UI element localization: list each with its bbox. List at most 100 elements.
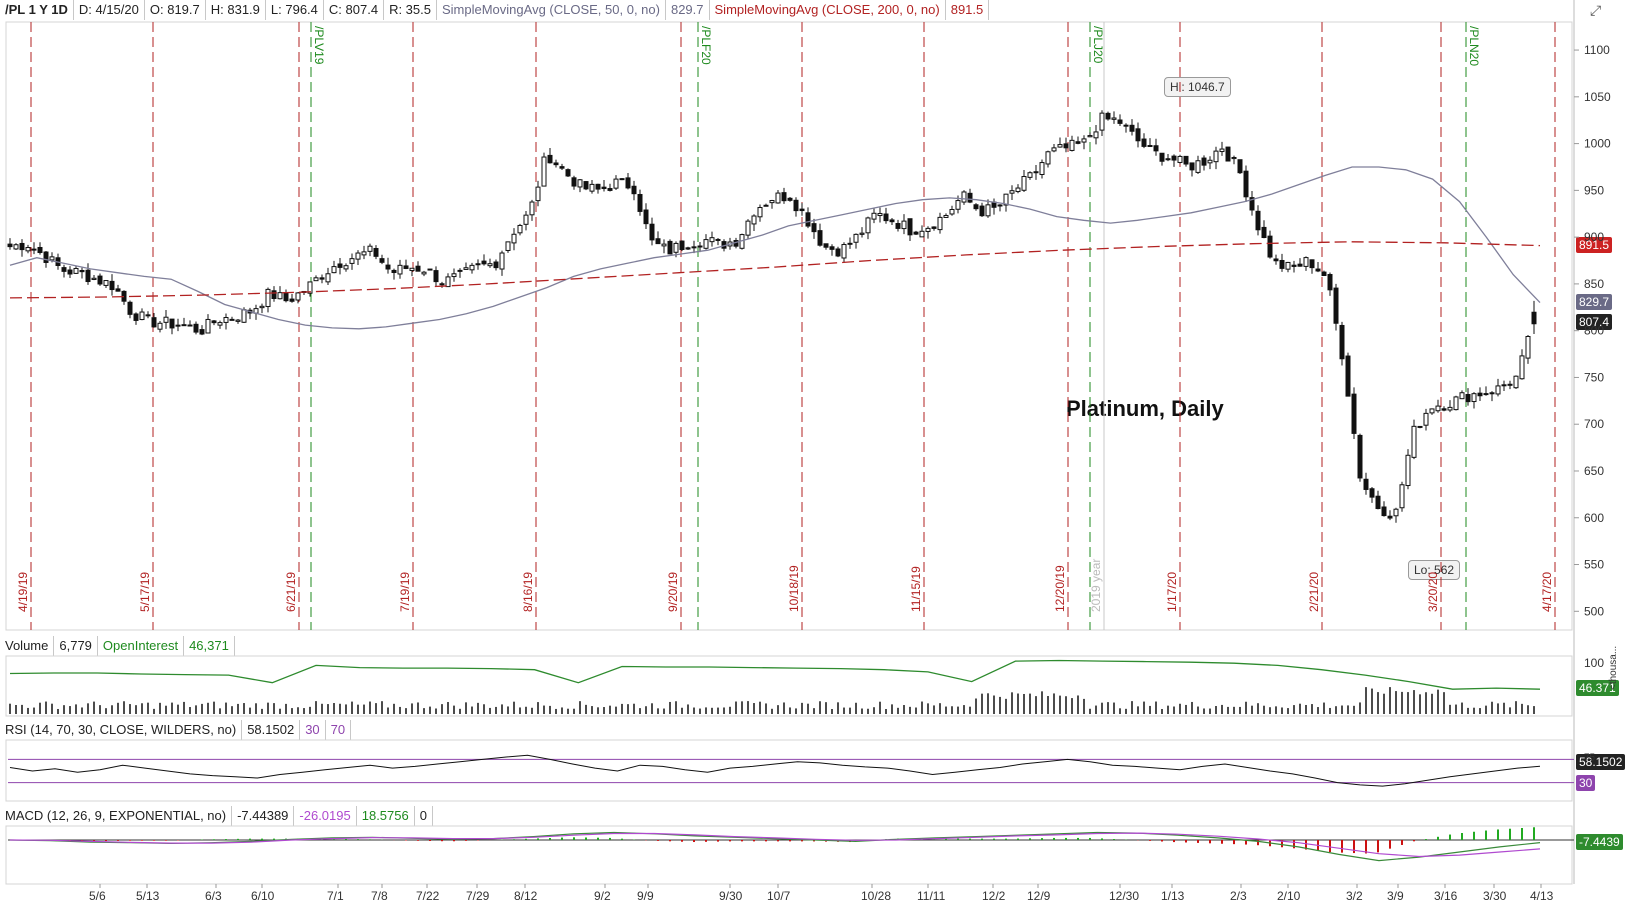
candle-body <box>367 245 373 252</box>
candle-body <box>793 199 799 212</box>
candle-body <box>1045 151 1051 165</box>
candle-body <box>1141 138 1147 147</box>
high-callout: Hi: 1046.7 <box>1164 77 1231 97</box>
expiration-label: 5/17/19 <box>138 572 152 612</box>
candle-body <box>1411 425 1417 458</box>
candle-body <box>1471 393 1477 403</box>
candle-body <box>973 204 979 210</box>
candle-body <box>1483 393 1489 396</box>
candle-body <box>673 242 679 253</box>
volume-label[interactable]: Volume <box>0 636 55 656</box>
date-label: 12/2 <box>982 889 1006 903</box>
candle-body <box>757 207 763 218</box>
candle-body <box>559 166 565 169</box>
candle-body <box>649 223 655 241</box>
sma200-label[interactable]: SimpleMovingAvg (CLOSE, 200, 0, no) <box>710 0 946 20</box>
candle-body <box>379 258 385 263</box>
candle-body <box>1357 434 1363 479</box>
open-interest-label[interactable]: OpenInterest <box>98 636 185 656</box>
candle-body <box>1093 131 1099 139</box>
expiration-label: 3/20/20 <box>1426 572 1440 612</box>
candle-body <box>493 261 499 269</box>
candle-body <box>127 301 133 315</box>
expiration-label: 7/19/19 <box>398 572 412 612</box>
candle-body <box>313 277 319 282</box>
rsi-label[interactable]: RSI (14, 70, 30, CLOSE, WILDERS, no) <box>0 720 243 740</box>
candle-body <box>763 204 769 207</box>
rsi-tag: 58.1502 <box>1576 754 1626 770</box>
candle-body <box>421 271 427 275</box>
candle-body <box>595 183 601 190</box>
candle-body <box>373 247 379 257</box>
candle-body <box>61 267 67 272</box>
candle-body <box>241 309 247 323</box>
candle-body <box>115 288 121 292</box>
candle-body <box>1087 135 1093 138</box>
candle-body <box>685 247 691 250</box>
sma50-label[interactable]: SimpleMovingAvg (CLOSE, 50, 0, no) <box>437 0 666 20</box>
candle-body <box>1441 408 1447 411</box>
candle-body <box>277 292 283 300</box>
candle-body <box>871 212 877 220</box>
rsi-header: RSI (14, 70, 30, CLOSE, WILDERS, no) 58.… <box>0 720 352 740</box>
macd-diff: 18.5756 <box>357 806 415 826</box>
candle-body <box>1477 392 1483 397</box>
expiration-label: 4/17/20 <box>1540 572 1554 612</box>
candle-body <box>913 231 919 235</box>
candle-body <box>511 233 517 244</box>
candle-body <box>145 314 151 317</box>
macd-label[interactable]: MACD (12, 26, 9, EXPONENTIAL, no) <box>0 806 233 826</box>
candle-body <box>679 240 685 250</box>
candle-body <box>1099 112 1105 131</box>
candle-body <box>1525 335 1531 359</box>
candle-body <box>1507 383 1513 386</box>
date-label: 3/30 <box>1483 889 1507 903</box>
expand-panel-icon[interactable]: ⤢ <box>1590 2 1602 18</box>
candle-body <box>985 204 991 217</box>
candle-body <box>1195 160 1201 173</box>
price-tick-label: 650 <box>1584 464 1604 478</box>
candle-body <box>631 185 637 195</box>
candle-body <box>1081 138 1087 143</box>
candle-body <box>1231 156 1237 160</box>
candle-body <box>859 232 865 235</box>
date-label: 9/9 <box>637 889 654 903</box>
candle-body <box>769 200 775 204</box>
candle-body <box>565 169 571 177</box>
price-tick-label: 750 <box>1584 370 1604 384</box>
candle-body <box>655 238 661 245</box>
candle-body <box>1339 324 1345 360</box>
candle-body <box>1021 176 1027 191</box>
candle-body <box>1171 155 1177 161</box>
candle-body <box>961 191 967 203</box>
date-label: 12/9 <box>1027 889 1051 903</box>
open-value: O: 819.7 <box>145 0 206 20</box>
candle-body <box>1213 150 1219 163</box>
candle-body <box>1447 406 1453 411</box>
date-label: 7/29 <box>466 889 490 903</box>
date-label: 7/22 <box>416 889 440 903</box>
candle-body <box>151 317 157 328</box>
low-callout: Lo: 562 <box>1408 560 1461 580</box>
rsi-line <box>9 754 1541 787</box>
open-interest-value: 46,371 <box>184 636 235 656</box>
price-tick-label: 1000 <box>1584 137 1611 151</box>
candle-body <box>745 220 751 236</box>
candle-body <box>25 247 31 252</box>
candle-body <box>49 256 55 261</box>
volume-value: 6,779 <box>54 636 98 656</box>
symbol-label[interactable]: /PL 1 Y 1D <box>0 0 74 20</box>
macd-zero: 0 <box>415 806 433 826</box>
candle-body <box>265 288 271 308</box>
candle-body <box>1123 124 1129 127</box>
candle-body <box>1033 171 1039 174</box>
candle-body <box>1003 193 1009 206</box>
candle-body <box>103 280 109 286</box>
candle-body <box>1165 158 1171 161</box>
candle-body <box>1333 287 1339 324</box>
candle-body <box>715 238 721 241</box>
date-label: 6/3 <box>205 889 222 903</box>
candle-body <box>1327 274 1333 291</box>
price-tick-label: 800 <box>1584 324 1604 338</box>
